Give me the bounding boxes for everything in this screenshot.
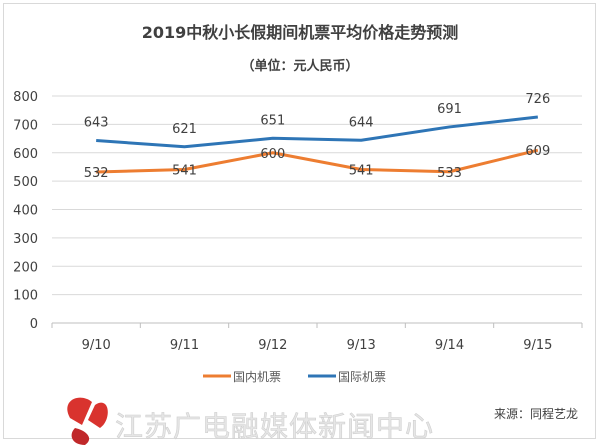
y-tick-label: 600 (13, 147, 38, 162)
watermark: 江苏广电融媒体新闻中心 (67, 397, 434, 445)
series-line-1 (96, 115, 539, 149)
x-tick-label: 9/11 (170, 338, 199, 353)
data-label: 644 (349, 115, 374, 130)
series-line-0 (96, 148, 539, 174)
data-label: 621 (172, 122, 197, 137)
legend-label: 国内机票 (233, 370, 281, 384)
y-tick-label: 300 (13, 232, 38, 247)
y-tick-label: 700 (13, 118, 38, 133)
data-label: 691 (437, 102, 462, 117)
x-tick-label: 9/13 (347, 338, 376, 353)
data-label: 609 (525, 144, 550, 159)
data-label: 643 (84, 116, 109, 131)
chart-subtitle: （单位：元人民币） (241, 58, 358, 74)
data-label: 651 (260, 113, 285, 128)
source-note: 来源：同程艺龙 (494, 406, 578, 421)
x-tick-label: 9/12 (258, 338, 287, 353)
y-tick-label: 500 (13, 175, 38, 190)
x-tick-label: 9/10 (82, 338, 111, 353)
watermark-logo-icon (67, 397, 108, 445)
data-label: 600 (260, 147, 285, 162)
chart-frame (3, 3, 596, 439)
data-label: 541 (172, 163, 197, 178)
x-tick-label: 9/14 (435, 338, 464, 353)
data-label: 532 (84, 166, 109, 181)
data-label: 541 (349, 163, 374, 178)
y-tick-label: 100 (13, 289, 38, 304)
data-label: 533 (437, 166, 462, 181)
x-tick-label: 9/15 (523, 338, 552, 353)
watermark-text: 江苏广电融媒体新闻中心 (115, 410, 434, 443)
data-label: 726 (525, 92, 550, 107)
y-tick-label: 400 (13, 204, 38, 219)
legend-label: 国际机票 (338, 370, 386, 384)
chart-title: 2019中秋小长假期间机票平均价格走势预测 (142, 23, 459, 42)
y-tick-label: 0 (30, 317, 38, 332)
y-tick-label: 200 (13, 260, 38, 275)
y-tick-label: 800 (13, 90, 38, 105)
